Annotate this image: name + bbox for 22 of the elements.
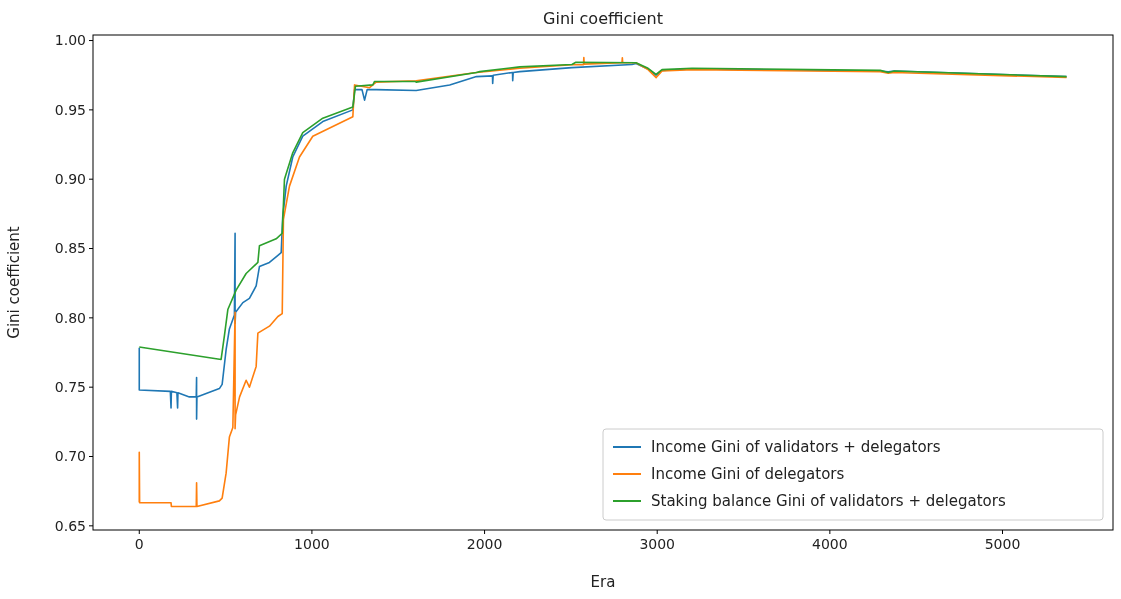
x-tick-label: 5000	[984, 536, 1021, 552]
x-tick-label: 2000	[466, 536, 503, 552]
y-tick-label: 0.90	[54, 171, 86, 188]
y-tick-label: 0.75	[54, 379, 86, 396]
y-axis-title: Gini coefficient	[5, 226, 23, 339]
legend-label: Staking balance Gini of validators + delegators	[651, 492, 1006, 511]
legend-label: Income Gini of delegators	[651, 465, 845, 484]
y-tick-label: 0.70	[54, 448, 86, 465]
y-tick-label: 0.95	[54, 101, 86, 118]
x-axis-title: Era	[590, 573, 616, 591]
legend-label: Income Gini of validators + delegators	[651, 438, 941, 457]
x-tick-label: 0	[134, 536, 144, 552]
y-tick-label: 1.00	[54, 32, 86, 49]
chart-title: Gini coefficient	[543, 9, 663, 28]
y-tick-label: 0.80	[54, 309, 86, 326]
line-series	[138, 61, 1068, 361]
x-tick-label: 3000	[639, 536, 676, 552]
y-tick-label: 0.85	[54, 240, 86, 257]
line-series	[138, 56, 1068, 508]
x-tick-label: 1000	[294, 536, 330, 552]
x-tick-label: 4000	[812, 536, 848, 552]
y-tick-label: 0.65	[54, 517, 86, 534]
